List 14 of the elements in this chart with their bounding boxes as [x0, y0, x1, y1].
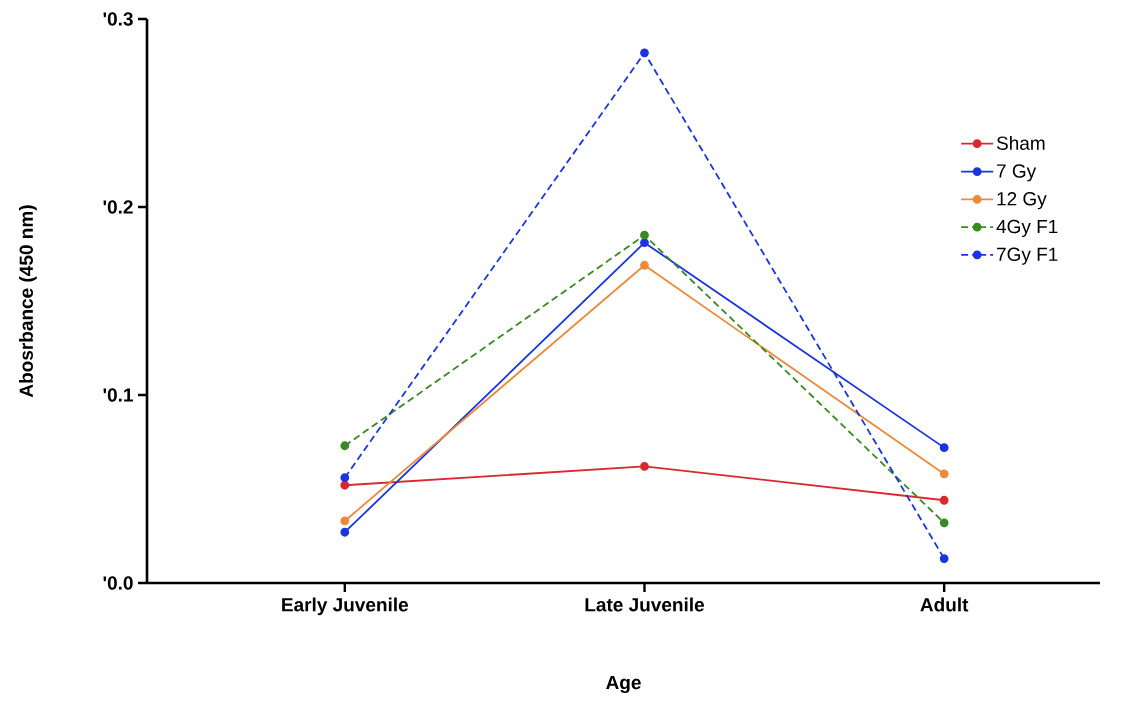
y-tick-label: '0.2	[103, 200, 133, 214]
x-tick-label: Early Juvenile	[282, 597, 409, 616]
x-tick-label: Late Juvenile	[585, 597, 704, 612]
x-tick-label: Adult	[920, 597, 969, 612]
y-tick-label: '0.3	[103, 12, 133, 26]
x-axis-title: Age	[606, 675, 641, 694]
legend-label: 7Gy F1	[997, 247, 1058, 265]
legend-label: 12 Gy	[997, 192, 1047, 210]
legend-label: Sham	[996, 135, 1045, 150]
legend-label: 4Gy F1	[996, 219, 1058, 237]
y-tick-label: '0.0	[103, 576, 133, 590]
y-axis-title: Abosrbance (450 nm)	[19, 205, 37, 398]
y-tick-label: '0.1	[103, 388, 133, 402]
legend-label: 7 Gy	[997, 164, 1037, 182]
